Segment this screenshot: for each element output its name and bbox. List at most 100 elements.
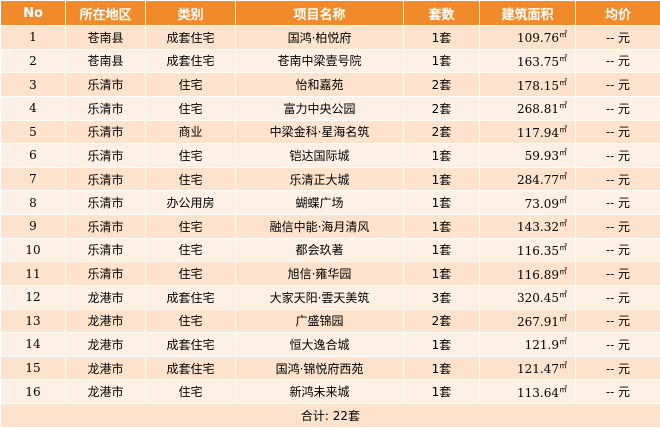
area-value: 178.15 <box>517 78 559 93</box>
table-row: 14 龙港市 成套住宅 恒大逸合城 1套 121.9㎡ -- 元 <box>0 332 660 357</box>
area-value: 113.64 <box>517 385 559 400</box>
table-row: 2 苍南县 成套住宅 苍南中梁壹号院 1套 163.75㎡ -- 元 <box>0 48 660 74</box>
area-value: 284.77 <box>517 173 559 188</box>
cell-price: -- 元 <box>575 355 660 381</box>
cell-project-name: 广盛锦园 <box>235 308 404 334</box>
area-unit: ㎡ <box>559 30 567 40</box>
cell-project-name: 大家天阳·雲天美筑 <box>235 284 404 310</box>
total-row: 合计: 22套 <box>0 403 660 428</box>
table-row: 13 龙港市 住宅 广盛锦园 2套 267.91㎡ -- 元 <box>0 308 660 334</box>
area-unit: ㎡ <box>559 219 567 229</box>
cell-area: 163.75㎡ <box>479 48 576 74</box>
cell-area: 116.35㎡ <box>479 237 576 263</box>
cell-units: 1套 <box>403 143 480 168</box>
table-row: 8 乐清市 办公用房 蝴蝶广场 1套 73.09㎡ -- 元 <box>0 190 660 215</box>
area-unit: ㎡ <box>559 337 567 347</box>
cell-units: 1套 <box>403 190 480 215</box>
header-no: No <box>0 0 66 26</box>
area-unit: ㎡ <box>559 195 567 205</box>
cell-area: 143.32㎡ <box>479 214 576 239</box>
cell-type: 成套住宅 <box>145 355 236 381</box>
total-cell: 合计: 22套 <box>0 403 660 428</box>
cell-price: -- 元 <box>575 48 660 74</box>
cell-project-name: 中梁金科·星海名筑 <box>235 119 404 145</box>
cell-no: 12 <box>0 284 66 310</box>
cell-price: -- 元 <box>575 308 660 334</box>
table-header-row: No 所在地区 类别 项目名称 套数 建筑面积 均价 <box>0 0 660 26</box>
cell-no: 5 <box>0 119 66 145</box>
area-value: 320.45 <box>517 291 559 306</box>
cell-area: 121.47㎡ <box>479 355 576 381</box>
cell-type: 成套住宅 <box>145 332 236 357</box>
cell-type: 住宅 <box>145 261 236 286</box>
cell-project-name: 恒大逸合城 <box>235 332 404 357</box>
cell-no: 3 <box>0 72 66 97</box>
cell-area: 320.45㎡ <box>479 284 576 310</box>
cell-no: 1 <box>0 25 66 50</box>
cell-units: 1套 <box>403 355 480 381</box>
table-row: 4 乐清市 住宅 富力中央公园 2套 268.81㎡ -- 元 <box>0 95 660 121</box>
cell-no: 14 <box>0 332 66 357</box>
cell-no: 4 <box>0 95 66 121</box>
cell-no: 9 <box>0 214 66 239</box>
cell-no: 13 <box>0 308 66 334</box>
cell-type: 成套住宅 <box>145 48 236 74</box>
cell-units: 1套 <box>403 237 480 263</box>
area-unit: ㎡ <box>559 361 567 371</box>
cell-area: 268.81㎡ <box>479 95 576 121</box>
cell-area: 267.91㎡ <box>479 308 576 334</box>
cell-units: 1套 <box>403 166 480 192</box>
cell-type: 成套住宅 <box>145 25 236 50</box>
cell-price: -- 元 <box>575 143 660 168</box>
header-price: 均价 <box>575 0 660 26</box>
header-region: 所在地区 <box>65 0 146 26</box>
header-project-name: 项目名称 <box>235 0 404 26</box>
cell-region: 龙港市 <box>65 379 146 404</box>
table-row: 1 苍南县 成套住宅 国鸿·柏悦府 1套 109.76㎡ -- 元 <box>0 25 660 50</box>
area-value: 163.75 <box>517 54 559 69</box>
cell-no: 11 <box>0 261 66 286</box>
cell-price: -- 元 <box>575 119 660 145</box>
area-unit: ㎡ <box>559 313 567 323</box>
area-value: 143.32 <box>517 220 559 235</box>
cell-type: 住宅 <box>145 237 236 263</box>
cell-no: 2 <box>0 48 66 74</box>
cell-region: 乐清市 <box>65 119 146 145</box>
cell-project-name: 新鸿未来城 <box>235 379 404 404</box>
table-row: 3 乐清市 住宅 怡和嘉苑 2套 178.15㎡ -- 元 <box>0 72 660 97</box>
area-unit: ㎡ <box>559 290 567 300</box>
area-value: 121.9 <box>524 338 559 353</box>
table-row: 11 乐清市 住宅 旭信·雍华园 1套 116.89㎡ -- 元 <box>0 261 660 286</box>
cell-type: 住宅 <box>145 166 236 192</box>
cell-project-name: 怡和嘉苑 <box>235 72 404 97</box>
area-unit: ㎡ <box>559 384 567 394</box>
cell-no: 10 <box>0 237 66 263</box>
cell-region: 乐清市 <box>65 214 146 239</box>
cell-price: -- 元 <box>575 95 660 121</box>
cell-project-name: 旭信·雍华园 <box>235 261 404 286</box>
table-row: 6 乐清市 住宅 铠达国际城 1套 59.93㎡ -- 元 <box>0 143 660 168</box>
cell-region: 龙港市 <box>65 284 146 310</box>
cell-project-name: 国鸿·锦悦府西苑 <box>235 355 404 381</box>
cell-no: 15 <box>0 355 66 381</box>
cell-price: -- 元 <box>575 237 660 263</box>
table-row: 9 乐清市 住宅 融信中能·海月清风 1套 143.32㎡ -- 元 <box>0 214 660 239</box>
cell-no: 7 <box>0 166 66 192</box>
cell-units: 2套 <box>403 95 480 121</box>
area-value: 116.89 <box>517 267 559 282</box>
cell-region: 乐清市 <box>65 261 146 286</box>
area-value: 116.35 <box>517 243 559 258</box>
area-value: 268.81 <box>517 102 559 117</box>
cell-project-name: 融信中能·海月清风 <box>235 214 404 239</box>
cell-type: 住宅 <box>145 143 236 168</box>
table-row: 5 乐清市 商业 中梁金科·星海名筑 2套 117.94㎡ -- 元 <box>0 119 660 145</box>
cell-no: 6 <box>0 143 66 168</box>
cell-area: 59.93㎡ <box>479 143 576 168</box>
cell-units: 2套 <box>403 72 480 97</box>
cell-units: 1套 <box>403 379 480 404</box>
cell-project-name: 都会玖著 <box>235 237 404 263</box>
table-row: 10 乐清市 住宅 都会玖著 1套 116.35㎡ -- 元 <box>0 237 660 263</box>
cell-units: 2套 <box>403 119 480 145</box>
cell-region: 苍南县 <box>65 48 146 74</box>
